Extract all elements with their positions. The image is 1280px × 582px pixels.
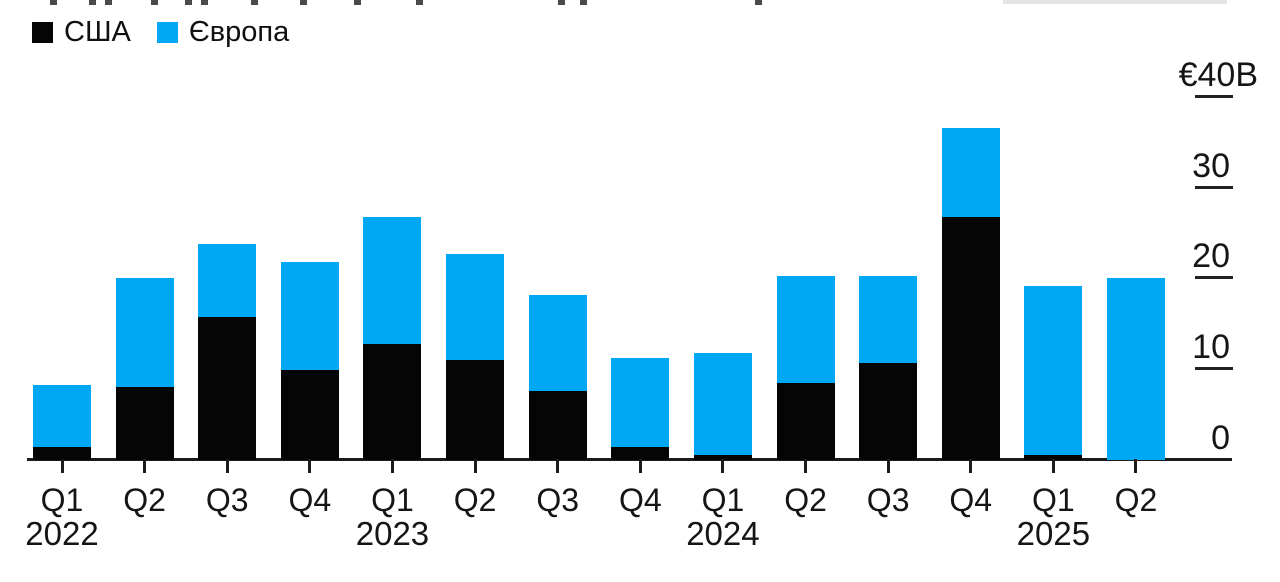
bar-Q4-2022-segment-europe <box>280 261 339 370</box>
legend-label-europe: Європа <box>188 16 290 48</box>
bar-Q4-2024-segment-europe <box>941 127 1000 217</box>
x-axis-label-Q2-2022: Q2 <box>123 482 166 518</box>
bar-Q3-2022-segment-europe <box>198 243 257 318</box>
cropped-title-faint-text <box>1003 0 1227 4</box>
x-axis-line <box>27 458 1232 461</box>
x-tick-Q2-2022 <box>143 459 147 473</box>
x-tick-Q1-2024 <box>721 459 725 473</box>
bar-Q3-2023-segment-europe <box>528 295 587 391</box>
cropped-title-mark <box>251 0 258 5</box>
cropped-title-mark <box>151 0 158 5</box>
legend-swatch-usa <box>32 22 53 43</box>
bar-Q4-2024-segment-usa <box>941 216 1000 460</box>
bar-Q2-2023-segment-europe <box>446 253 505 360</box>
x-axis-label-Q3-2022: Q3 <box>205 482 249 518</box>
x-tick-Q3-2023 <box>556 459 560 473</box>
bar-Q3-2024-segment-usa <box>859 362 918 460</box>
chart-legend: США Європа <box>32 18 289 47</box>
x-axis-label-Q4-2022: Q4 <box>288 482 332 518</box>
bar-Q1-2024-segment-europe <box>693 353 752 455</box>
cropped-title-mark <box>755 0 762 5</box>
x-axis-year-2022: 2022 <box>25 515 99 552</box>
x-axis-label-Q2-2025: Q2 <box>1114 482 1158 518</box>
y-axis-label-0: 0 <box>1211 419 1230 457</box>
x-tick-Q1-2023 <box>390 459 394 473</box>
x-axis-label-Q4-2023: Q4 <box>618 482 662 518</box>
x-tick-Q2-2025 <box>1134 459 1138 473</box>
cropped-title-mark <box>416 0 423 5</box>
x-axis-year-2025: 2025 <box>1016 515 1091 552</box>
bar-Q1-2022-segment-europe <box>33 385 91 447</box>
x-axis-label-Q3-2023: Q3 <box>536 482 580 518</box>
x-axis-label-Q1-2024: Q1 <box>701 482 745 518</box>
bar-Q4-2023-segment-usa <box>611 446 670 460</box>
x-axis-label-Q2-2023: Q2 <box>453 482 497 518</box>
bar-Q4-2022-segment-usa <box>280 369 339 460</box>
cropped-title-mark <box>354 0 361 5</box>
cropped-title-mark <box>300 0 307 5</box>
x-tick-Q3-2024 <box>886 459 890 473</box>
legend-label-usa: США <box>64 16 131 48</box>
cropped-title-mark <box>185 0 192 5</box>
cropped-title-mark <box>558 0 565 5</box>
cropped-title-mark <box>50 0 57 5</box>
x-tick-Q4-2023 <box>638 459 642 473</box>
x-tick-Q2-2023 <box>473 459 477 473</box>
bar-Q1-2023-segment-usa <box>363 344 422 460</box>
cropped-title-mark <box>105 0 112 5</box>
y-tick-dash-40 <box>1195 95 1233 98</box>
y-axis-label-10: 10 <box>1192 327 1230 366</box>
cropped-title-mark <box>89 0 96 5</box>
bar-Q1-2025-segment-usa <box>1024 454 1083 460</box>
bar-Q1-2024-segment-usa <box>693 454 752 460</box>
x-tick-Q2-2024 <box>804 459 808 473</box>
bar-Q3-2024-segment-europe <box>859 276 918 363</box>
bar-Q2-2024-segment-europe <box>776 276 835 384</box>
x-tick-Q4-2024 <box>969 459 973 473</box>
bar-Q4-2023-segment-europe <box>611 358 670 447</box>
bar-Q2-2023-segment-usa <box>446 359 505 460</box>
x-axis-label-Q1-2023: Q1 <box>371 482 414 518</box>
y-axis-label-40: €40B <box>1178 56 1258 94</box>
bar-Q2-2025-segment-europe <box>1106 278 1165 460</box>
y-axis-label-30: 30 <box>1192 146 1230 185</box>
bar-Q2-2024-segment-usa <box>776 383 835 460</box>
cropped-title-mark <box>580 0 587 5</box>
bar-Q1-2023-segment-europe <box>363 216 422 345</box>
y-axis-label-20: 20 <box>1192 237 1230 276</box>
y-tick-dash-30 <box>1195 185 1233 189</box>
x-axis-label-Q1-2025: Q1 <box>1032 482 1075 518</box>
bar-Q1-2025-segment-europe <box>1024 286 1083 455</box>
bar-Q1-2022-segment-usa <box>33 446 91 460</box>
cropped-title-mark <box>201 0 208 5</box>
x-axis-label-Q3-2024: Q3 <box>866 482 910 518</box>
y-tick-dash-10 <box>1195 366 1233 370</box>
x-axis-label-Q4-2024: Q4 <box>949 482 993 518</box>
bar-Q2-2022-segment-europe <box>115 278 174 387</box>
bar-Q3-2023-segment-usa <box>528 390 587 460</box>
x-tick-Q1-2022 <box>60 459 64 473</box>
legend-item-usa: США <box>32 18 131 47</box>
x-tick-Q3-2022 <box>225 459 229 473</box>
legend-item-europe: Європа <box>156 16 290 48</box>
bar-Q3-2022-segment-usa <box>198 317 257 460</box>
bar-Q2-2022-segment-usa <box>115 387 174 460</box>
x-axis-label-Q2-2024: Q2 <box>784 482 827 518</box>
y-tick-dash-20 <box>1195 276 1233 280</box>
x-axis-year-2023: 2023 <box>355 515 430 552</box>
x-tick-Q4-2022 <box>308 459 312 473</box>
x-axis-label-Q1-2022: Q1 <box>40 482 84 518</box>
x-axis-year-2024: 2024 <box>686 515 760 552</box>
legend-swatch-europe <box>156 22 178 43</box>
x-tick-Q1-2025 <box>1051 459 1055 473</box>
